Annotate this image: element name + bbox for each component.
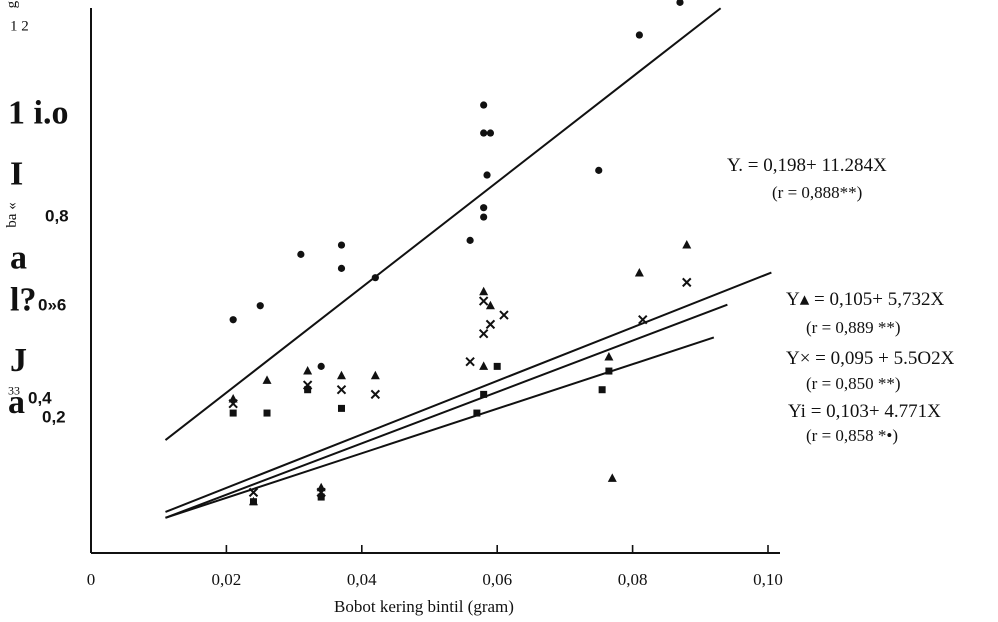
regression-lines — [164, 7, 772, 519]
point-circle — [595, 166, 603, 174]
x-tick-label: 0,04 — [347, 570, 377, 589]
point-square — [229, 409, 237, 417]
point-cross — [465, 357, 475, 367]
r-value-circle: (r = 0,888**) — [772, 183, 862, 202]
y-axis-fragment: 0»6 — [38, 295, 66, 314]
point-triangle — [370, 370, 380, 380]
y-axis-fragment: a — [10, 239, 27, 276]
y-axis-fragment: ba « — [4, 202, 20, 227]
point-triangle — [607, 473, 617, 482]
point-square — [337, 404, 345, 412]
point-circle — [676, 0, 684, 6]
equation-square: Yi = 0,103+ 4.771X — [788, 401, 941, 422]
point-circle — [229, 316, 237, 324]
point-square — [598, 386, 606, 394]
point-triangle — [485, 300, 495, 310]
x-tick-label: 0,10 — [753, 570, 783, 589]
r-value-cross: (r = 0,850 **) — [806, 374, 901, 393]
point-cross — [478, 329, 489, 339]
point-cross — [682, 277, 692, 288]
point-circle — [337, 264, 346, 272]
equations: Y. = 0,198+ 11.284X (r = 0,888**) Y▴ = 0,1… — [727, 155, 955, 445]
point-square — [605, 367, 613, 375]
point-square — [304, 386, 312, 394]
point-cross — [478, 296, 489, 306]
point-circle — [480, 101, 488, 109]
point-circle — [371, 274, 379, 282]
point-cross — [485, 319, 496, 330]
x-tick-label: 0,08 — [618, 570, 648, 589]
y-axis-fragment: a — [8, 384, 25, 421]
point-circle — [256, 302, 264, 310]
point-circle — [480, 129, 488, 137]
regression-line-square — [165, 336, 715, 519]
point-triangle — [336, 370, 346, 380]
regression-line-circle — [164, 7, 722, 441]
x-tick-label: 0,02 — [212, 570, 242, 589]
point-triangle — [604, 352, 614, 361]
y-axis-fragment: 33 — [8, 383, 20, 397]
data-points — [228, 0, 692, 506]
point-triangle — [682, 240, 692, 249]
point-triangle — [303, 366, 313, 375]
point-square — [473, 409, 481, 417]
point-square — [317, 493, 325, 501]
point-triangle — [262, 375, 272, 384]
point-cross — [499, 310, 509, 320]
y-axis-fragment: 0,4 — [28, 389, 52, 408]
point-cross — [228, 399, 238, 409]
x-tick-label: 0 — [87, 570, 96, 589]
point-square — [480, 390, 488, 398]
regression-line-triangle — [165, 271, 772, 513]
r-value-square: (r = 0,858 *•) — [806, 426, 898, 445]
point-circle — [480, 213, 488, 221]
point-circle — [337, 241, 346, 249]
y-axis-fragment: I — [10, 155, 23, 192]
point-cross — [638, 315, 648, 325]
point-circle — [480, 204, 488, 212]
r-value-triangle: (r = 0,889 **) — [806, 318, 901, 337]
point-square — [493, 362, 501, 370]
y-axis-fragment: 0,2 — [42, 407, 66, 426]
y-axis-fragment: 1 i.o — [8, 95, 68, 132]
point-triangle — [479, 286, 489, 296]
x-tick-label: 0,06 — [482, 570, 512, 589]
regression-line-cross — [165, 303, 728, 519]
point-circle — [466, 236, 474, 244]
point-triangle — [479, 361, 489, 370]
y-axis-fragment: l? — [10, 281, 36, 318]
point-cross — [370, 389, 381, 400]
point-circle — [297, 250, 305, 258]
y-axis-fragment: 0,8 — [45, 207, 69, 226]
y-axis-fragment: 1 2 — [10, 18, 29, 34]
point-circle — [635, 31, 643, 39]
y-axis-fragment: g m) — [4, 0, 20, 8]
equation-circle: Y. = 0,198+ 11.284X — [727, 155, 887, 176]
point-cross — [248, 487, 259, 498]
point-circle — [486, 129, 495, 137]
x-axis-label: Bobot kering bintil (gram) — [334, 597, 514, 616]
point-square — [249, 498, 257, 506]
equation-cross: Y× = 0,095 + 5.5O2X — [786, 348, 955, 369]
point-circle — [317, 362, 325, 370]
y-axis-fragment: J — [10, 342, 27, 379]
point-cross — [336, 385, 347, 395]
point-square — [263, 409, 271, 417]
axes: 0 0,02 0,04 0,06 0,08 0,10 — [87, 8, 783, 589]
point-triangle — [634, 268, 644, 277]
equation-triangle: Y▴ = 0,105+ 5,732X — [786, 289, 944, 310]
point-circle — [483, 171, 491, 179]
